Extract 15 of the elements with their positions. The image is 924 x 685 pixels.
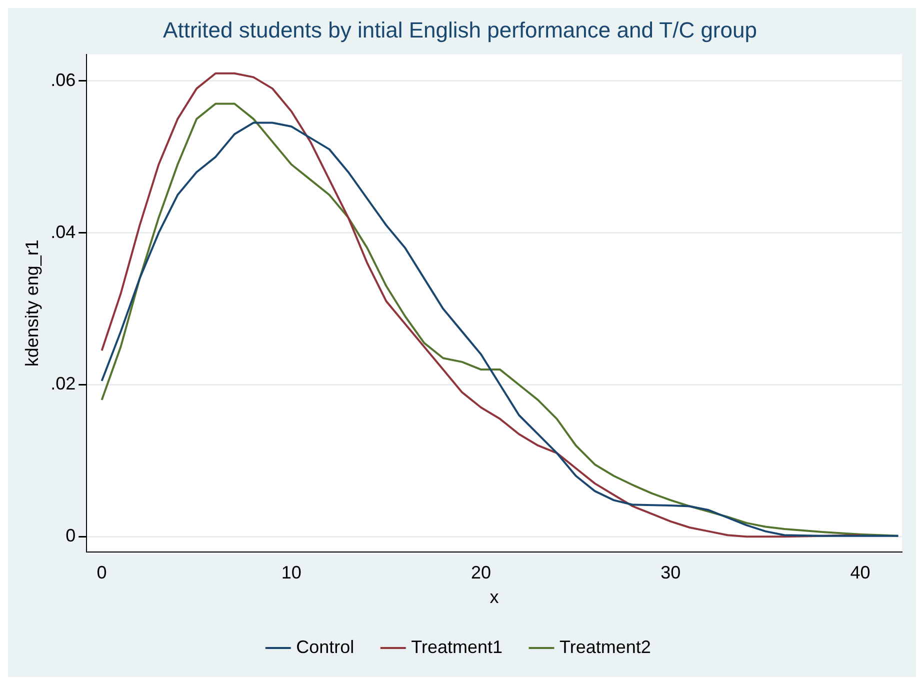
x-tick-label: 0 [96,562,107,583]
x-tick-label: 20 [471,562,492,583]
x-tick-label: 30 [660,562,681,583]
chart-title: Attrited students by intial English performance and T/C group [163,17,757,42]
legend-label: Treatment2 [560,636,651,657]
legend-label: Treatment1 [411,636,503,657]
y-tick-label: 0 [66,526,76,546]
x-axis-title: x [490,587,499,608]
legend-label: Control [296,636,354,657]
y-tick-label: .06 [50,70,76,90]
y-tick-label: .02 [50,374,76,394]
x-tick-label: 10 [281,562,302,583]
x-tick-label: 40 [850,562,870,583]
y-axis-title: kdensity eng_r1 [22,240,42,367]
y-tick-label: .04 [50,222,76,242]
